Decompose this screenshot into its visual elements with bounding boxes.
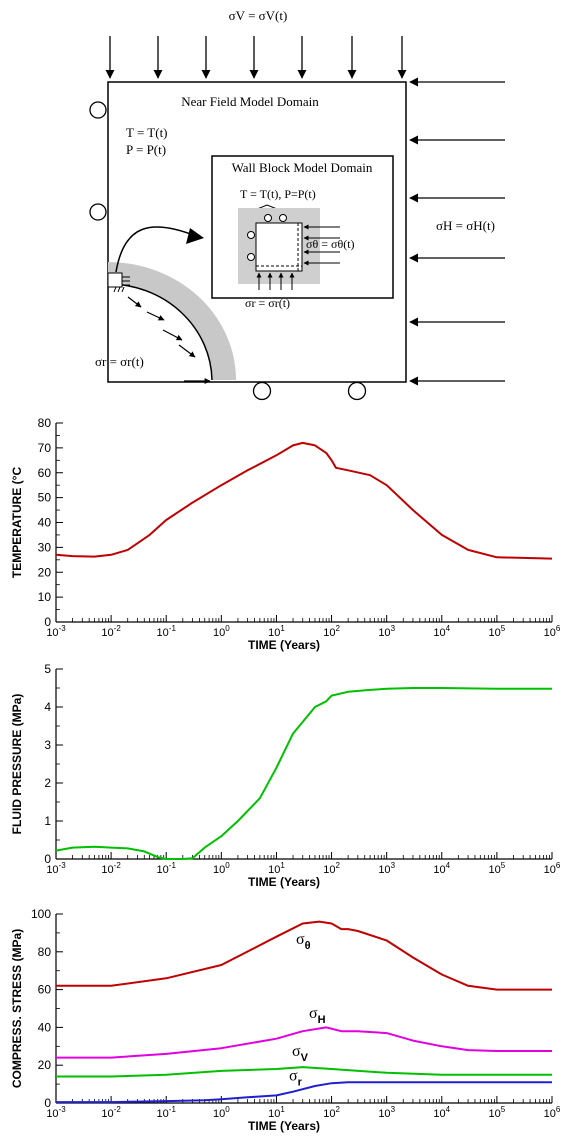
x-tick-label: 10-2	[101, 624, 121, 639]
y-axis-label: COMPRESS. STRESS (MPa)	[10, 929, 24, 1088]
near-field-title: Near Field Model Domain	[181, 94, 319, 109]
sigma-r-outer-label: σr = σr(t)	[95, 354, 144, 369]
x-axis-label: TIME (Years)	[248, 1119, 320, 1133]
y-axis-label: TEMPERATURE (°C	[10, 467, 24, 579]
right-load-arrows	[409, 77, 505, 386]
sigma-r-inner-label: σr = σr(t)	[245, 296, 290, 310]
x-tick-label: 106	[544, 861, 561, 876]
x-tick-label: 10-3	[46, 624, 66, 639]
near-field-pressure: P = P(t)	[126, 142, 166, 157]
y-tick-label: 0	[44, 615, 51, 629]
y-tick-label: 5	[44, 662, 51, 676]
sigma-theta-label: σθ = σθ(t)	[306, 237, 355, 251]
y-tick-label: 0	[44, 1096, 51, 1110]
sigma-h-label: σH = σH(t)	[436, 218, 495, 233]
y-tick-label: 20	[38, 1058, 52, 1072]
x-tick-label: 102	[323, 1105, 340, 1120]
compress-stress-chart: 10-3 10-2 10-1 100 101 102 103 104 105 106 0 20 40 60…	[10, 907, 561, 1133]
x-tick-label: 105	[489, 861, 506, 876]
series-annotation: σV	[292, 1043, 309, 1064]
zoom-arrow	[115, 226, 197, 273]
y-tick-label: 2	[44, 776, 51, 790]
series-line-0	[55, 441, 553, 560]
y-tick-label: 4	[44, 700, 51, 714]
x-axis-label: TIME (Years)	[248, 875, 320, 889]
top-load-arrows	[105, 36, 407, 79]
series-line-2	[56, 1066, 552, 1078]
fluid-pressure-chart: 10-3 10-2 10-1 100 101 102 103 104 105 106 0 1 2 3 4 5 T…	[10, 662, 561, 889]
roller-supports	[89, 101, 367, 401]
x-tick-label: 102	[323, 861, 340, 876]
series-annotation: σr	[289, 1067, 303, 1088]
y-tick-label: 80	[38, 945, 52, 959]
y-tick-label: 40	[38, 1020, 52, 1034]
x-tick-label: 104	[433, 624, 450, 639]
x-tick-label: 102	[323, 624, 340, 639]
model-domain-diagram: σV = σV(t) Near Field Model Domain T = T…	[89, 8, 505, 401]
x-tick-label: 105	[489, 1105, 506, 1120]
temperature-chart: 10-3 10-2 10-1 100 101 102 103 104 105 106 0 10 20 30…	[10, 416, 561, 652]
x-tick-label: 101	[268, 861, 285, 876]
wall-block-tp-label: T = T(t), P=P(t)	[240, 187, 316, 201]
y-tick-label: 1	[44, 814, 51, 828]
x-tick-label: 10-2	[101, 1105, 121, 1120]
x-tick-label: 106	[544, 1105, 561, 1120]
series-line-3	[56, 1081, 552, 1104]
x-tick-label: 101	[268, 624, 285, 639]
y-tick-label: 30	[38, 540, 52, 554]
y-tick-label: 100	[31, 907, 51, 921]
x-tick-label: 103	[378, 624, 395, 639]
y-tick-label: 10	[38, 590, 52, 604]
x-tick-label: 104	[433, 1105, 450, 1120]
y-axis-label: FLUID PRESSURE (MPa)	[10, 694, 24, 835]
x-tick-label: 10-3	[46, 861, 66, 876]
wall-block-title: Wall Block Model Domain	[232, 160, 373, 175]
y-tick-label: 70	[38, 441, 52, 455]
x-tick-label: 101	[268, 1105, 285, 1120]
series-line-0	[56, 920, 552, 991]
y-tick-label: 60	[38, 983, 52, 997]
x-tick-label: 10-1	[157, 1105, 177, 1120]
y-tick-label: 80	[38, 416, 52, 430]
x-tick-label: 10-2	[101, 861, 121, 876]
near-field-boundary	[107, 81, 407, 383]
y-tick-label: 50	[38, 491, 52, 505]
x-tick-label: 105	[489, 624, 506, 639]
y-tick-label: 40	[38, 516, 52, 530]
series-line-1	[56, 1026, 552, 1059]
x-tick-label: 10-3	[46, 1105, 66, 1120]
y-tick-label: 20	[38, 565, 52, 579]
x-tick-label: 106	[544, 624, 561, 639]
x-tick-label: 104	[433, 861, 450, 876]
y-tick-label: 60	[38, 466, 52, 480]
x-axis-label: TIME (Years)	[248, 638, 320, 652]
y-tick-label: 0	[44, 852, 51, 866]
near-field-temperature: T = T(t)	[126, 125, 168, 140]
series-annotation: σH	[309, 1005, 326, 1026]
x-tick-label: 100	[213, 624, 230, 639]
y-tick-label: 3	[44, 738, 51, 752]
sigma-v-label: σV = σV(t)	[229, 8, 288, 23]
x-tick-label: 100	[213, 1105, 230, 1120]
radial-load-arrows	[127, 296, 211, 384]
x-tick-label: 100	[213, 861, 230, 876]
series-annotation: σθ	[296, 931, 311, 952]
x-tick-label: 10-1	[157, 861, 177, 876]
series-line-0	[55, 687, 552, 860]
x-tick-label: 103	[378, 861, 395, 876]
x-tick-label: 10-1	[157, 624, 177, 639]
x-tick-label: 103	[378, 1105, 395, 1120]
